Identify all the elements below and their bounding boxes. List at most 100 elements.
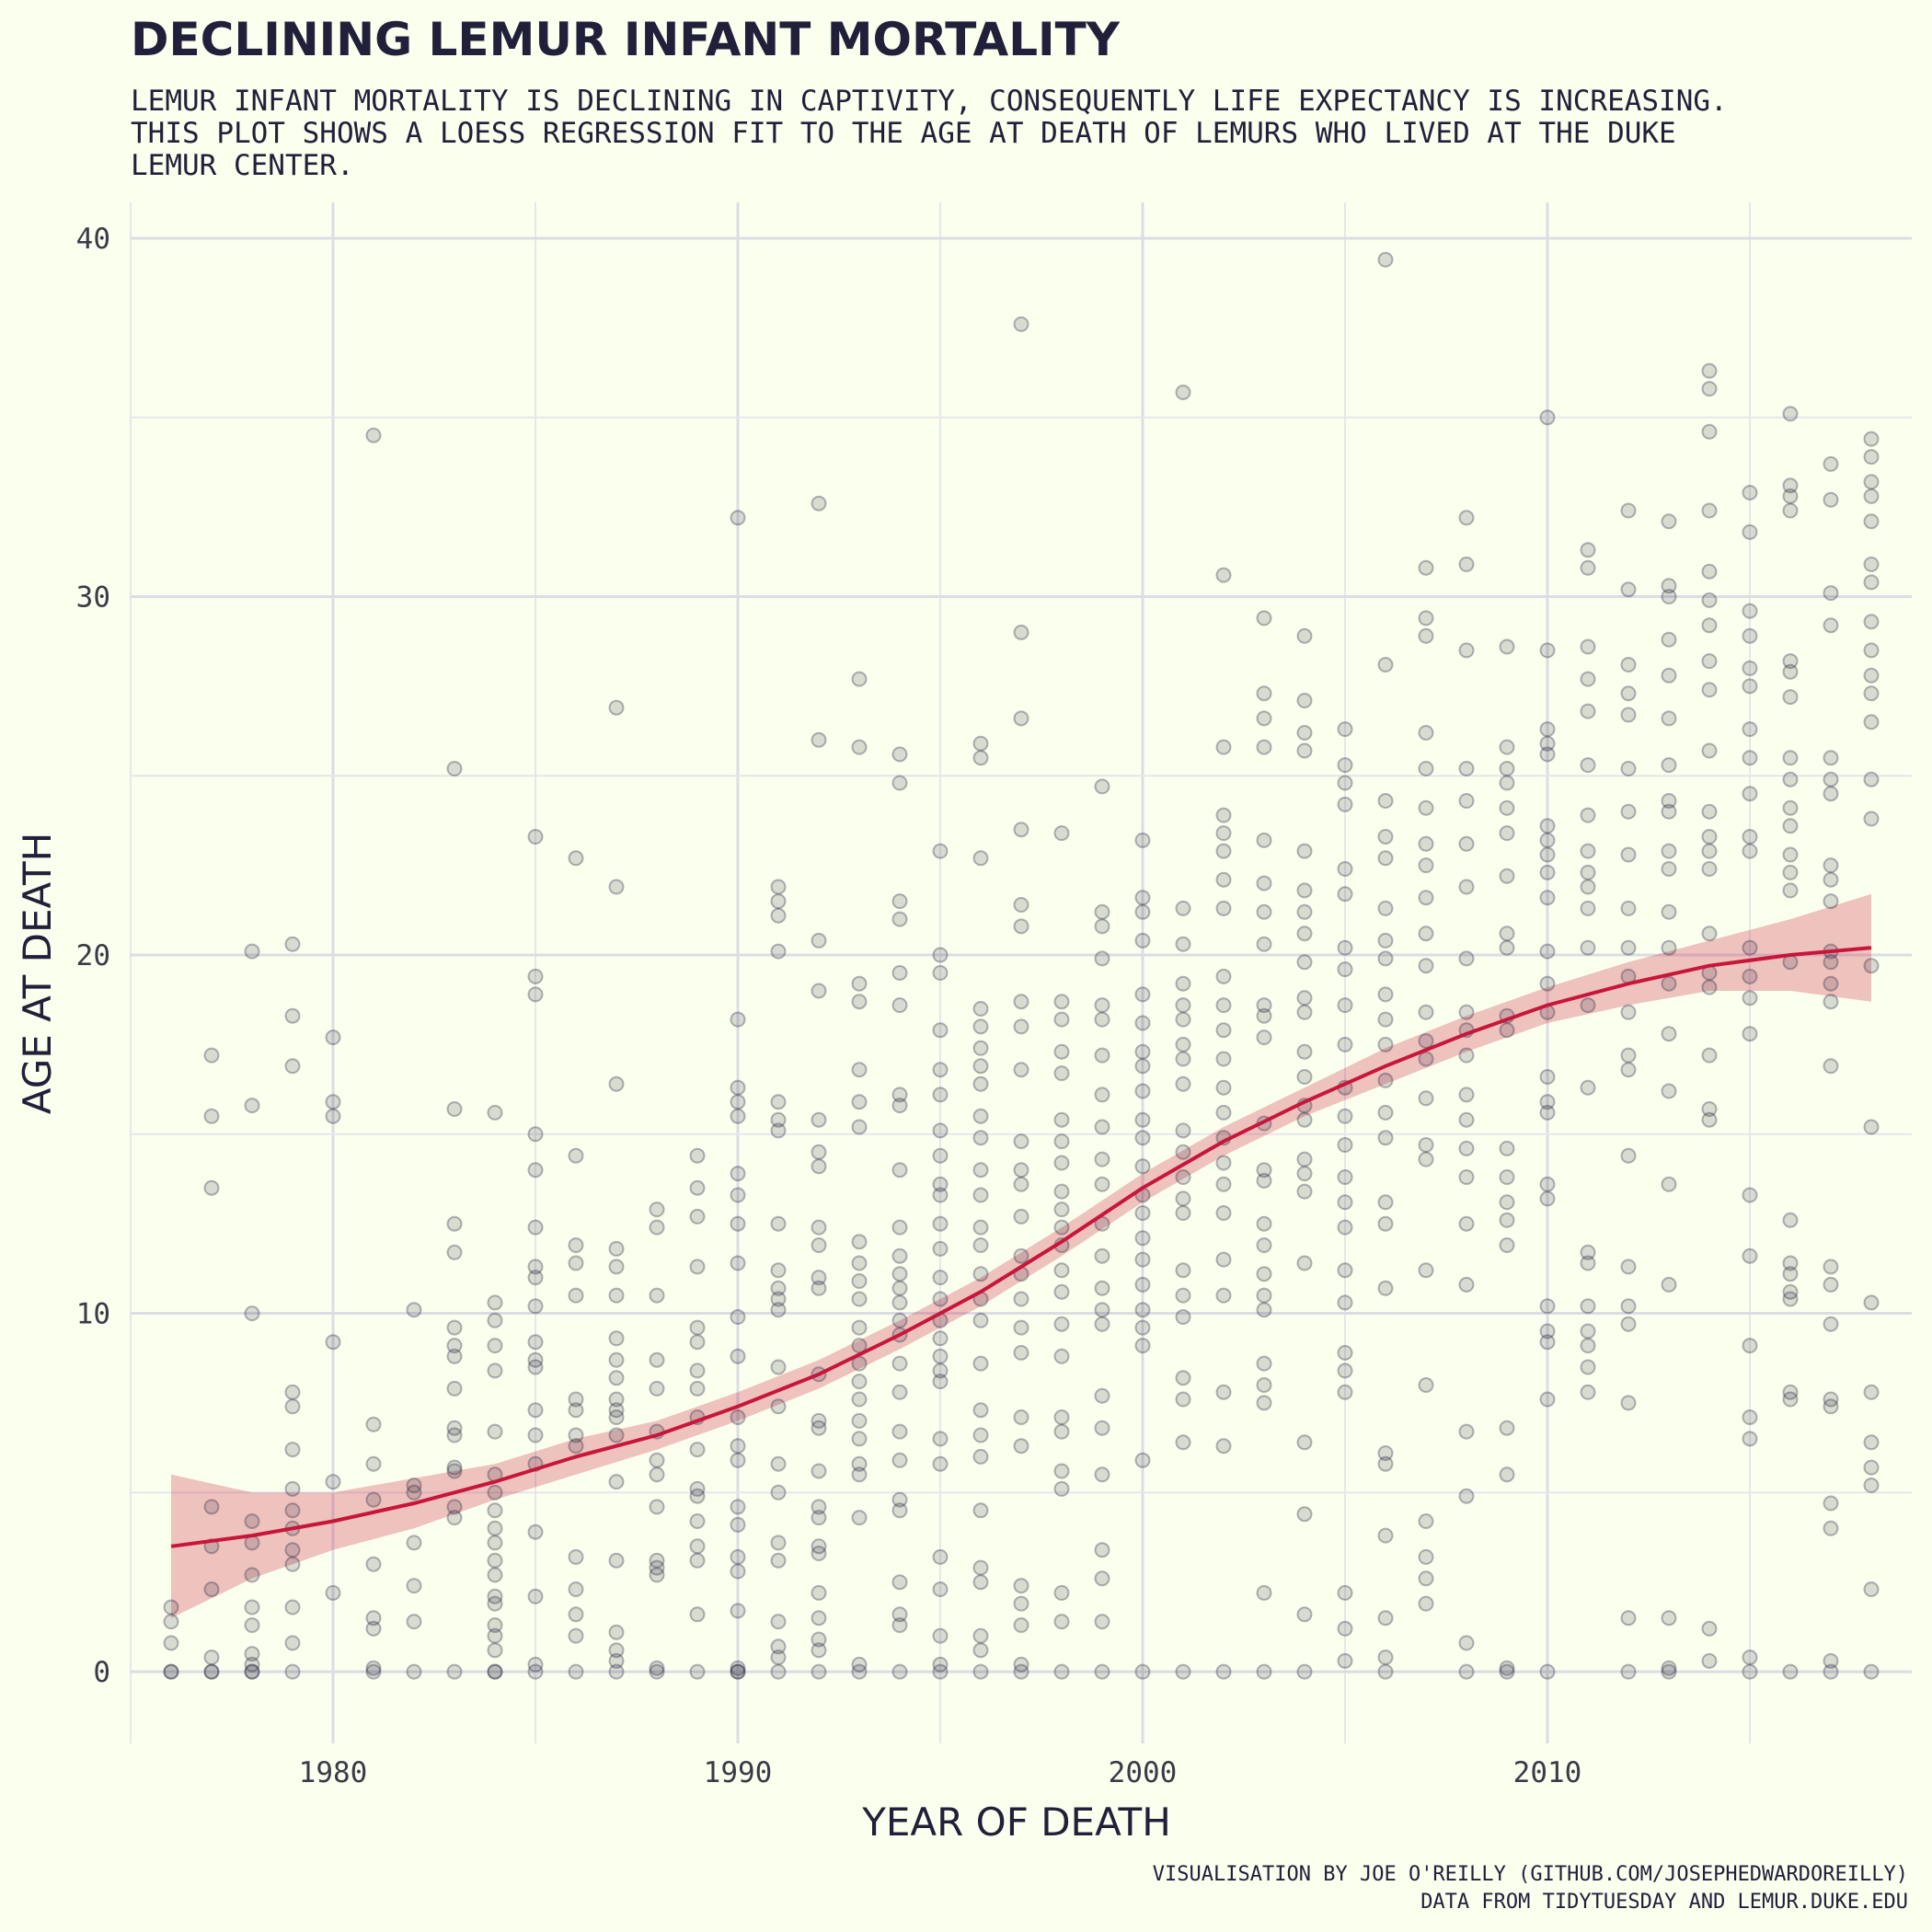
data-point bbox=[446, 1663, 463, 1680]
data-point bbox=[730, 1516, 746, 1533]
data-point bbox=[1620, 1004, 1637, 1020]
data-point bbox=[1256, 610, 1272, 627]
data-point bbox=[932, 1215, 949, 1232]
data-point bbox=[1134, 1130, 1151, 1146]
data-point bbox=[891, 997, 908, 1014]
data-point bbox=[608, 1330, 625, 1347]
data-point bbox=[1742, 485, 1758, 500]
data-point bbox=[891, 1312, 908, 1328]
data-point bbox=[1296, 725, 1313, 741]
data-point bbox=[1377, 1280, 1394, 1296]
data-point bbox=[1823, 1652, 1839, 1669]
data-point bbox=[851, 1466, 868, 1483]
data-point bbox=[1094, 1316, 1110, 1332]
data-point bbox=[1620, 761, 1637, 776]
data-point bbox=[244, 943, 260, 960]
data-point bbox=[1701, 381, 1718, 397]
data-point bbox=[649, 1660, 665, 1676]
data-point bbox=[1458, 950, 1475, 967]
data-point bbox=[1539, 409, 1556, 426]
data-point bbox=[1539, 943, 1556, 960]
data-point bbox=[1418, 761, 1434, 776]
data-point bbox=[1418, 627, 1434, 644]
data-point bbox=[770, 907, 787, 924]
data-point bbox=[1823, 585, 1839, 602]
data-point bbox=[1742, 843, 1758, 859]
data-point bbox=[1742, 1338, 1758, 1354]
data-point bbox=[1620, 1610, 1637, 1627]
data-point bbox=[1701, 1111, 1718, 1128]
data-point bbox=[446, 1244, 463, 1260]
data-point bbox=[649, 1499, 665, 1515]
data-point bbox=[1620, 657, 1637, 673]
data-point bbox=[1418, 1090, 1434, 1107]
data-point bbox=[1337, 961, 1353, 978]
data-point bbox=[1053, 1011, 1070, 1028]
data-point bbox=[1742, 1187, 1758, 1203]
data-point bbox=[1539, 1104, 1556, 1121]
data-point bbox=[1337, 1384, 1353, 1400]
data-point bbox=[1661, 589, 1677, 604]
data-point bbox=[932, 1330, 949, 1347]
data-point bbox=[1094, 918, 1110, 935]
chart-subtitle-line-1: LEMUR INFANT MORTALITY IS DECLINING IN C… bbox=[131, 85, 1728, 118]
data-point bbox=[932, 1627, 949, 1644]
data-point bbox=[851, 1319, 868, 1336]
data-point bbox=[851, 1234, 868, 1250]
data-point bbox=[1215, 739, 1232, 755]
data-point bbox=[1782, 846, 1799, 863]
data-point bbox=[1296, 1183, 1313, 1200]
data-point bbox=[1256, 903, 1272, 920]
data-point bbox=[811, 1546, 827, 1561]
data-point bbox=[891, 1606, 908, 1623]
data-point bbox=[527, 1402, 544, 1419]
data-point bbox=[1296, 926, 1313, 942]
data-point bbox=[1013, 1291, 1029, 1307]
x-tick-label-1990: 1990 bbox=[704, 1756, 773, 1789]
axis-ticks: 1980 1990 2000 2010 0 10 20 30 40 bbox=[76, 223, 1582, 1789]
data-point bbox=[1823, 617, 1839, 634]
data-point bbox=[244, 1513, 260, 1529]
data-point bbox=[1539, 1298, 1556, 1315]
data-point bbox=[1337, 886, 1353, 903]
caption-line-1: VISUALISATION BY JOE O'REILLY (GITHUB.CO… bbox=[1153, 1863, 1908, 1886]
data-point bbox=[811, 932, 827, 949]
data-point bbox=[1863, 1119, 1880, 1135]
data-point bbox=[770, 893, 787, 910]
data-point bbox=[1418, 958, 1434, 974]
data-point bbox=[972, 1108, 989, 1124]
data-point bbox=[1175, 1262, 1191, 1279]
data-point bbox=[1418, 1151, 1434, 1167]
data-point bbox=[203, 1663, 220, 1680]
data-point bbox=[527, 1524, 544, 1540]
data-point bbox=[811, 1280, 827, 1296]
data-point bbox=[851, 1062, 868, 1078]
data-point bbox=[1134, 986, 1151, 1003]
data-point bbox=[527, 1359, 544, 1375]
data-point bbox=[325, 1474, 341, 1490]
data-point bbox=[1863, 1581, 1880, 1597]
data-point bbox=[972, 1187, 989, 1203]
data-point bbox=[891, 1294, 908, 1311]
data-point bbox=[972, 1266, 989, 1282]
data-point bbox=[972, 1162, 989, 1179]
data-point bbox=[1337, 1194, 1353, 1211]
data-point bbox=[1782, 750, 1799, 766]
data-point bbox=[1256, 1377, 1272, 1393]
data-point bbox=[163, 1635, 179, 1651]
data-point bbox=[730, 1548, 746, 1565]
data-point bbox=[1782, 1663, 1799, 1680]
data-point bbox=[1053, 1316, 1070, 1332]
data-point bbox=[1458, 1215, 1475, 1232]
data-point bbox=[972, 1574, 989, 1591]
data-point bbox=[1458, 1488, 1475, 1504]
data-point bbox=[1377, 1072, 1394, 1088]
data-point bbox=[891, 911, 908, 927]
data-point bbox=[730, 1452, 746, 1468]
x-tick-label-2010: 2010 bbox=[1513, 1756, 1582, 1789]
data-point bbox=[325, 1108, 341, 1124]
data-point bbox=[770, 1484, 787, 1501]
data-point bbox=[972, 1237, 989, 1253]
data-point bbox=[932, 1122, 949, 1139]
data-point bbox=[1215, 1051, 1232, 1067]
